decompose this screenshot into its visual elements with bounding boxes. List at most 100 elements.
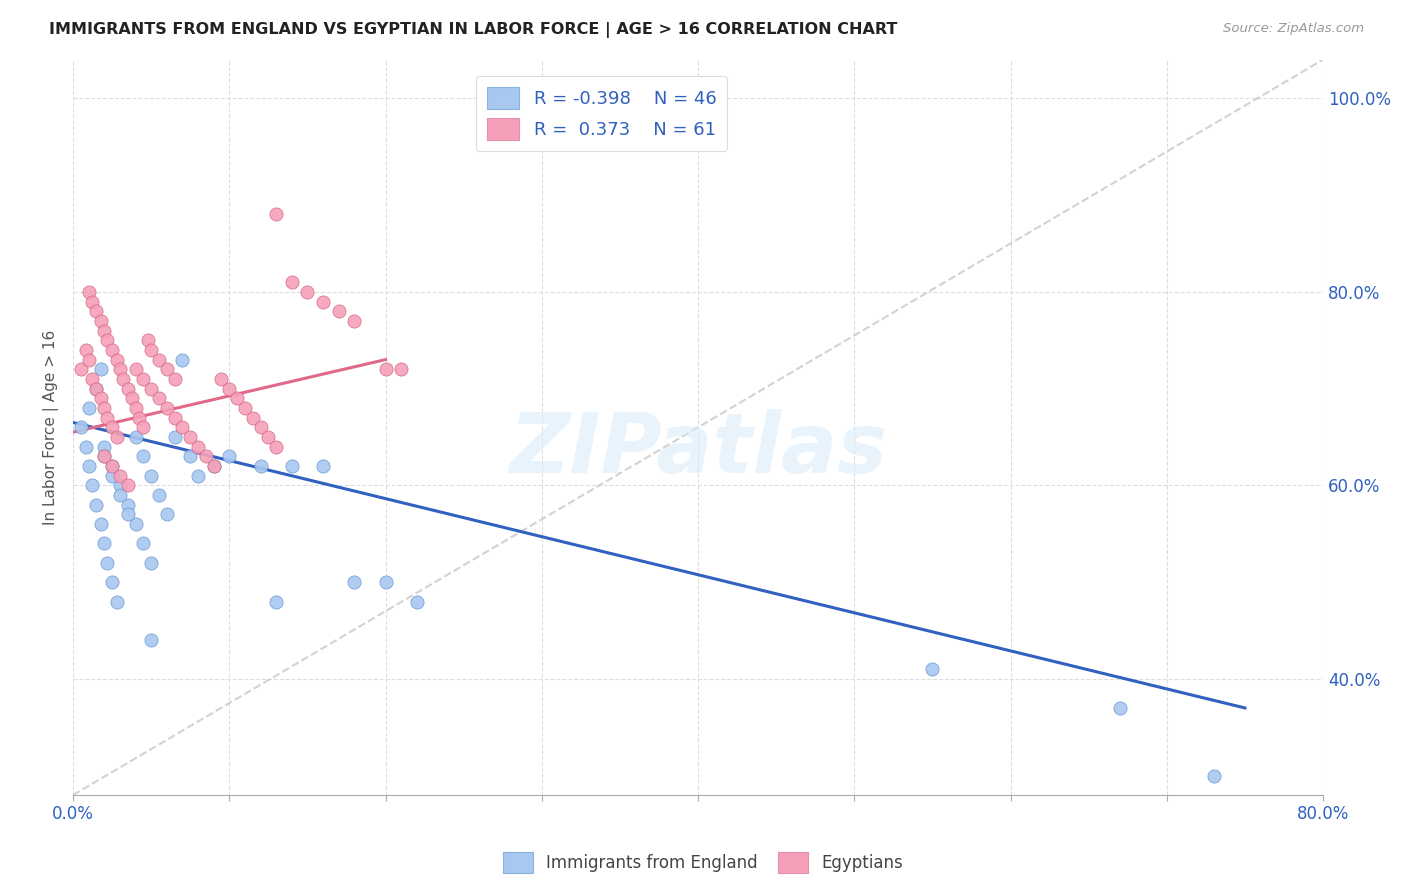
Point — [187, 468, 209, 483]
Point — [77, 458, 100, 473]
Point — [132, 372, 155, 386]
Point — [328, 304, 350, 318]
Point — [80, 372, 103, 386]
Point — [86, 498, 108, 512]
Point — [86, 382, 108, 396]
Point — [249, 420, 271, 434]
Point — [101, 575, 124, 590]
Point — [233, 401, 256, 415]
Point — [172, 352, 194, 367]
Legend: R = -0.398    N = 46, R =  0.373    N = 61: R = -0.398 N = 46, R = 0.373 N = 61 — [475, 76, 727, 151]
Point — [96, 333, 118, 347]
Point — [139, 556, 162, 570]
Point — [187, 440, 209, 454]
Point — [124, 430, 146, 444]
Point — [108, 362, 131, 376]
Text: IMMIGRANTS FROM ENGLAND VS EGYPTIAN IN LABOR FORCE | AGE > 16 CORRELATION CHART: IMMIGRANTS FROM ENGLAND VS EGYPTIAN IN L… — [49, 22, 897, 38]
Point — [96, 410, 118, 425]
Point — [117, 508, 139, 522]
Point — [75, 343, 97, 357]
Point — [101, 468, 124, 483]
Point — [139, 343, 162, 357]
Point — [136, 333, 159, 347]
Point — [264, 440, 287, 454]
Point — [156, 508, 179, 522]
Point — [117, 382, 139, 396]
Point — [105, 352, 128, 367]
Point — [117, 478, 139, 492]
Point — [86, 382, 108, 396]
Point — [77, 352, 100, 367]
Point — [117, 498, 139, 512]
Point — [124, 517, 146, 532]
Point — [156, 401, 179, 415]
Point — [163, 372, 186, 386]
Point — [139, 633, 162, 648]
Point — [93, 450, 115, 464]
Point — [69, 420, 91, 434]
Point — [90, 314, 112, 328]
Point — [93, 324, 115, 338]
Point — [202, 458, 225, 473]
Point — [148, 352, 170, 367]
Point — [211, 372, 233, 386]
Point — [101, 458, 124, 473]
Point — [90, 517, 112, 532]
Text: Source: ZipAtlas.com: Source: ZipAtlas.com — [1223, 22, 1364, 36]
Point — [124, 362, 146, 376]
Point — [75, 440, 97, 454]
Point — [111, 372, 134, 386]
Point — [156, 362, 179, 376]
Point — [132, 450, 155, 464]
Point — [69, 362, 91, 376]
Point — [218, 382, 240, 396]
Point — [77, 401, 100, 415]
Point — [80, 294, 103, 309]
Point — [96, 556, 118, 570]
Point — [148, 392, 170, 406]
Point — [128, 410, 150, 425]
Point — [105, 594, 128, 608]
Point — [93, 440, 115, 454]
Point — [124, 401, 146, 415]
Point — [101, 458, 124, 473]
Point — [108, 478, 131, 492]
Point — [101, 420, 124, 434]
Point — [374, 362, 396, 376]
Point — [90, 392, 112, 406]
Point — [194, 450, 217, 464]
Point — [312, 294, 335, 309]
Point — [139, 382, 162, 396]
Point — [374, 575, 396, 590]
Point — [108, 468, 131, 483]
Point — [343, 575, 366, 590]
Text: ZIPatlas: ZIPatlas — [509, 409, 887, 490]
Y-axis label: In Labor Force | Age > 16: In Labor Force | Age > 16 — [44, 330, 59, 525]
Point — [297, 285, 319, 299]
Point — [132, 420, 155, 434]
Point — [108, 488, 131, 502]
Point — [343, 314, 366, 328]
Point — [172, 420, 194, 434]
Point — [249, 458, 271, 473]
Point — [163, 410, 186, 425]
Point — [312, 458, 335, 473]
Point — [1109, 701, 1132, 715]
Point — [281, 275, 304, 289]
Point — [77, 285, 100, 299]
Point — [163, 430, 186, 444]
Point — [148, 488, 170, 502]
Point — [93, 536, 115, 550]
Point — [93, 401, 115, 415]
Point — [218, 450, 240, 464]
Point — [257, 430, 280, 444]
Point — [101, 343, 124, 357]
Point — [1202, 769, 1225, 783]
Point — [202, 458, 225, 473]
Point — [264, 207, 287, 221]
Point — [86, 304, 108, 318]
Point — [139, 468, 162, 483]
Point — [121, 392, 143, 406]
Point — [93, 450, 115, 464]
Point — [179, 450, 201, 464]
